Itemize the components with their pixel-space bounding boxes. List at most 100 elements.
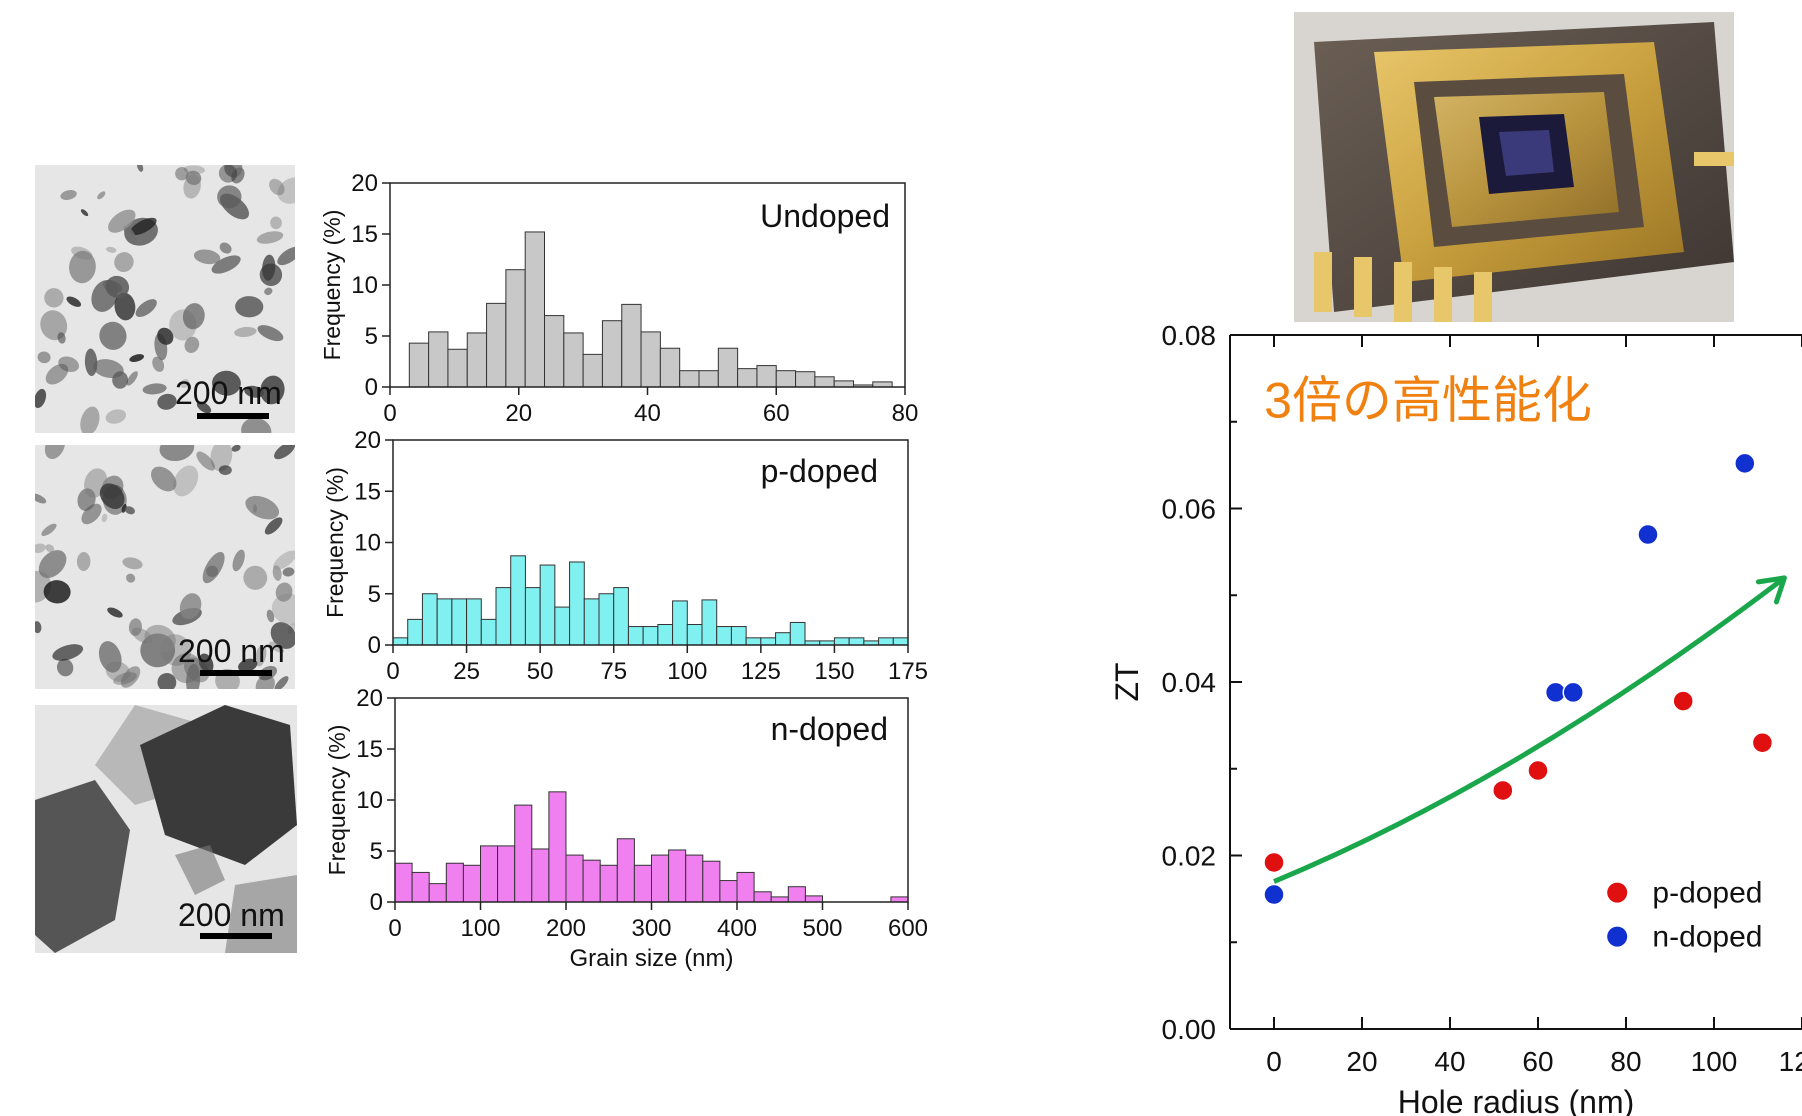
- histogram-bar: [583, 598, 600, 646]
- y-tick-label: 0.04: [1162, 667, 1217, 698]
- histogram-bar: [554, 606, 571, 646]
- histogram-bar: [582, 353, 603, 388]
- histogram-bar: [447, 348, 468, 388]
- zt-scatter-chart: 0.00 0.02 0.04 0.06 0.08 0 20 40 60 80 100 120 Hole …: [1110, 320, 1802, 1116]
- histogram-bar: [480, 618, 497, 646]
- y-tick-label: 0: [368, 632, 381, 659]
- histogram-bar: [539, 564, 556, 646]
- x-tick-label: 80: [1610, 1046, 1641, 1077]
- histogram-bar: [872, 381, 893, 388]
- histogram-bar: [598, 593, 615, 646]
- histogram-bar: [814, 376, 835, 388]
- x-tick-label: 0: [383, 400, 396, 427]
- x-tick-label: 25: [453, 658, 480, 685]
- histogram-bar: [753, 891, 772, 903]
- tem-image-p-doped: 200 nm: [35, 445, 295, 689]
- x-tick-label: 50: [527, 658, 554, 685]
- histogram-bar: [633, 864, 652, 903]
- p-doped-point: [1263, 851, 1285, 874]
- y-axis-label: ZT: [1110, 662, 1145, 701]
- histogram-bar: [640, 331, 661, 388]
- histogram-bar: [848, 637, 865, 646]
- y-tick-label: 10: [354, 530, 381, 557]
- x-tick-label: 200: [546, 915, 586, 942]
- histogram-bar: [616, 838, 635, 903]
- x-tick-label: 40: [1434, 1046, 1465, 1077]
- histogram-bar: [701, 599, 718, 646]
- histogram-bar: [524, 587, 541, 646]
- y-tick-label: 0.08: [1162, 320, 1217, 351]
- y-tick-label: 15: [354, 478, 381, 505]
- histogram-bar: [659, 347, 681, 388]
- trend-arrow-head: [1755, 575, 1787, 605]
- chip-package-photo: [1294, 12, 1734, 322]
- histogram-bar: [451, 598, 468, 646]
- panel-label: p-doped: [761, 453, 878, 489]
- x-tick-label: 100: [460, 915, 500, 942]
- histogram-bar: [679, 370, 700, 388]
- histogram-bar: [686, 624, 703, 646]
- histogram-bar: [789, 621, 806, 646]
- histogram-bar: [657, 624, 674, 646]
- x-tick-label: 300: [631, 915, 671, 942]
- y-tick-label: 20: [354, 427, 381, 454]
- p-doped-point: [1527, 759, 1549, 782]
- histogram-bar: [745, 637, 762, 646]
- histogram-bar: [486, 302, 507, 388]
- y-axis-label: Frequency (%): [322, 467, 348, 618]
- x-tick-label: 0: [1266, 1046, 1282, 1077]
- n-doped-point: [1734, 452, 1756, 475]
- histogram-bar: [775, 632, 791, 646]
- y-tick-label: 5: [368, 581, 381, 608]
- histogram-bar: [716, 626, 732, 646]
- p-doped-point: [1492, 779, 1514, 802]
- legend-marker: [1607, 882, 1628, 903]
- histogram-bar: [480, 845, 499, 903]
- x-tick-label: 600: [888, 915, 928, 942]
- histogram-bar: [531, 848, 550, 903]
- histogram-bar: [394, 862, 413, 903]
- panel-label: Undoped: [760, 198, 890, 234]
- histogram-bar: [462, 864, 481, 903]
- histogram-bar: [878, 637, 894, 646]
- x-tick-label: 20: [505, 400, 532, 427]
- histogram-bar: [495, 587, 512, 646]
- scale-bar-label: 200 nm: [175, 375, 282, 411]
- histogram-bar: [408, 342, 430, 388]
- x-tick-label: 120: [1779, 1046, 1802, 1077]
- histogram-bar: [601, 320, 623, 388]
- y-axis-label: Frequency (%): [324, 725, 350, 876]
- x-tick-label: 0: [386, 658, 399, 685]
- n-doped-point: [1562, 681, 1584, 704]
- histogram-bar: [804, 895, 823, 903]
- histogram-bar: [563, 332, 584, 388]
- histogram-bar: [685, 854, 704, 903]
- scale-bar: [200, 933, 272, 939]
- histogram-bar: [505, 269, 526, 388]
- tem-image-undoped: 200 nm: [35, 165, 295, 433]
- x-tick-label: 60: [1522, 1046, 1553, 1077]
- histogram-bar: [514, 804, 533, 903]
- histogram-bar: [892, 637, 909, 646]
- x-tick-label: 125: [741, 658, 781, 685]
- histogram-undoped: 0 5 10 15 20 0 20 40 60 80 Frequency (%) Undoped: [319, 170, 918, 427]
- histogram-bar: [497, 845, 516, 903]
- n-doped-point: [1263, 883, 1285, 906]
- y-tick-label: 5: [370, 838, 383, 865]
- histogram-bar: [651, 854, 670, 903]
- histogram-bar: [736, 871, 755, 903]
- histogram-bar: [795, 371, 816, 388]
- histogram-bar: [407, 618, 423, 646]
- x-tick-label: 0: [388, 915, 401, 942]
- histogram-bar: [428, 331, 449, 388]
- scale-bar-label: 200 nm: [178, 633, 285, 669]
- histogram-bar: [702, 860, 721, 903]
- histogram-bar: [421, 593, 438, 646]
- histogram-bar: [582, 859, 601, 903]
- histogram-bar: [524, 231, 545, 388]
- histogram-bar: [719, 880, 738, 903]
- p-doped-point: [1672, 690, 1694, 712]
- histogram-bar: [627, 626, 644, 646]
- x-tick-label: 40: [634, 400, 661, 427]
